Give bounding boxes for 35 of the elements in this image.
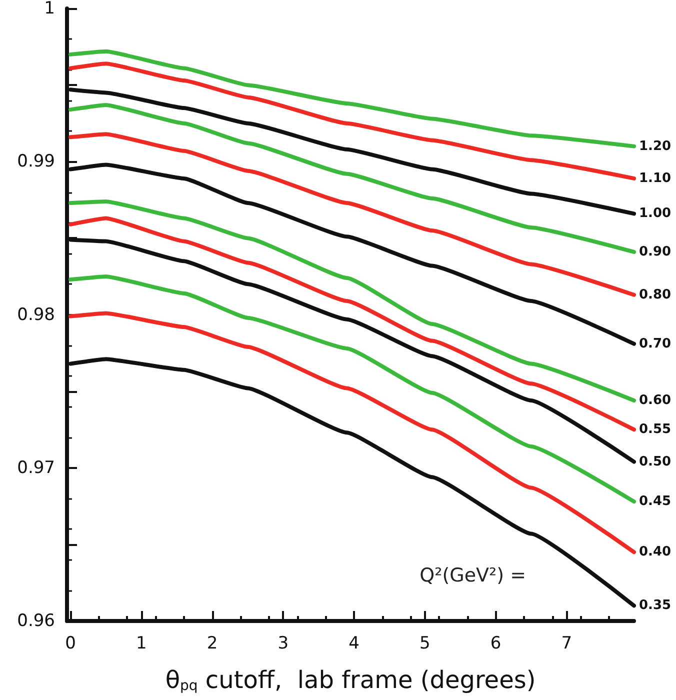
line-series (68, 311, 636, 554)
line-series (68, 274, 636, 504)
series-label: 0.60 (639, 393, 672, 408)
series-label: 0.90 (639, 244, 672, 260)
y-tick-label: 0.96 (17, 611, 55, 631)
line-series (68, 49, 636, 148)
y-tick-label: 1 (44, 0, 55, 18)
x-tick-label: 6 (490, 634, 502, 654)
y-tick-label: 0.98 (17, 304, 55, 325)
line-series (68, 102, 636, 254)
x-tick-label: 5 (420, 634, 430, 654)
line-series (68, 199, 636, 402)
line-series (68, 62, 636, 180)
x-tick-label: 0 (65, 634, 76, 654)
y-tick-label: 0.97 (17, 458, 55, 478)
x-tick-label: 2 (206, 634, 218, 654)
x-axis-title: θpq cutoff, lab frame (degrees) (165, 666, 536, 694)
series-label: 1.00 (639, 206, 672, 222)
line-series (68, 132, 636, 297)
line-series (68, 216, 636, 432)
series-label: 1.10 (639, 170, 672, 186)
legend-title: Q²(GeV²) = (420, 564, 526, 586)
x-tick-label: 3 (278, 634, 289, 654)
x-tick-label: 7 (561, 634, 572, 654)
x-tick-label: 1 (136, 634, 147, 654)
series-label: 0.45 (639, 494, 672, 510)
series-label: 0.50 (639, 454, 672, 470)
series-label: 1.20 (639, 138, 672, 154)
y-tick-label: 0.99 (17, 152, 55, 172)
x-tick-label: 4 (348, 634, 360, 654)
series-label: 0.70 (639, 336, 672, 352)
series-label: 0.40 (639, 544, 672, 560)
series-label: 0.80 (639, 287, 672, 302)
series-label: 0.55 (639, 422, 672, 438)
series-label: 0.35 (639, 598, 672, 614)
